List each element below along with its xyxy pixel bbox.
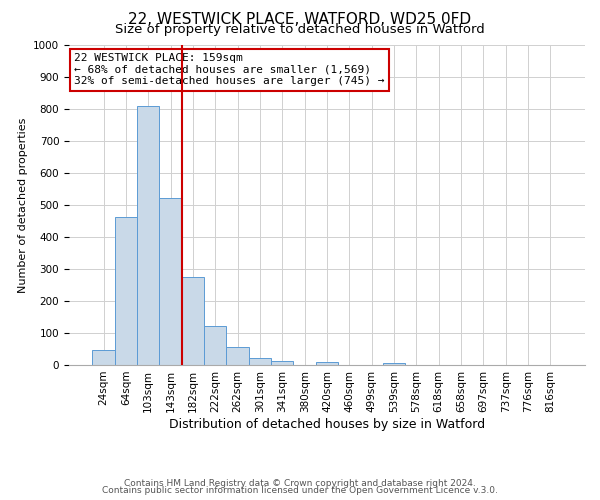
Text: 22 WESTWICK PLACE: 159sqm
← 68% of detached houses are smaller (1,569)
32% of se: 22 WESTWICK PLACE: 159sqm ← 68% of detac… — [74, 53, 385, 86]
Bar — [160, 198, 182, 365]
Bar — [137, 106, 160, 365]
Text: Contains public sector information licensed under the Open Government Licence v.: Contains public sector information licen… — [102, 486, 498, 495]
Bar — [182, 277, 204, 365]
Bar — [383, 364, 405, 365]
Text: Contains HM Land Registry data © Crown copyright and database right 2024.: Contains HM Land Registry data © Crown c… — [124, 478, 476, 488]
Bar — [271, 361, 293, 365]
Bar — [92, 350, 115, 365]
X-axis label: Distribution of detached houses by size in Watford: Distribution of detached houses by size … — [169, 418, 485, 430]
Bar — [115, 217, 137, 365]
Bar — [316, 362, 338, 365]
Text: Size of property relative to detached houses in Watford: Size of property relative to detached ho… — [115, 24, 485, 36]
Y-axis label: Number of detached properties: Number of detached properties — [17, 118, 28, 292]
Bar — [226, 347, 249, 365]
Text: 22, WESTWICK PLACE, WATFORD, WD25 0FD: 22, WESTWICK PLACE, WATFORD, WD25 0FD — [128, 12, 472, 28]
Bar — [204, 326, 226, 365]
Bar — [249, 358, 271, 365]
